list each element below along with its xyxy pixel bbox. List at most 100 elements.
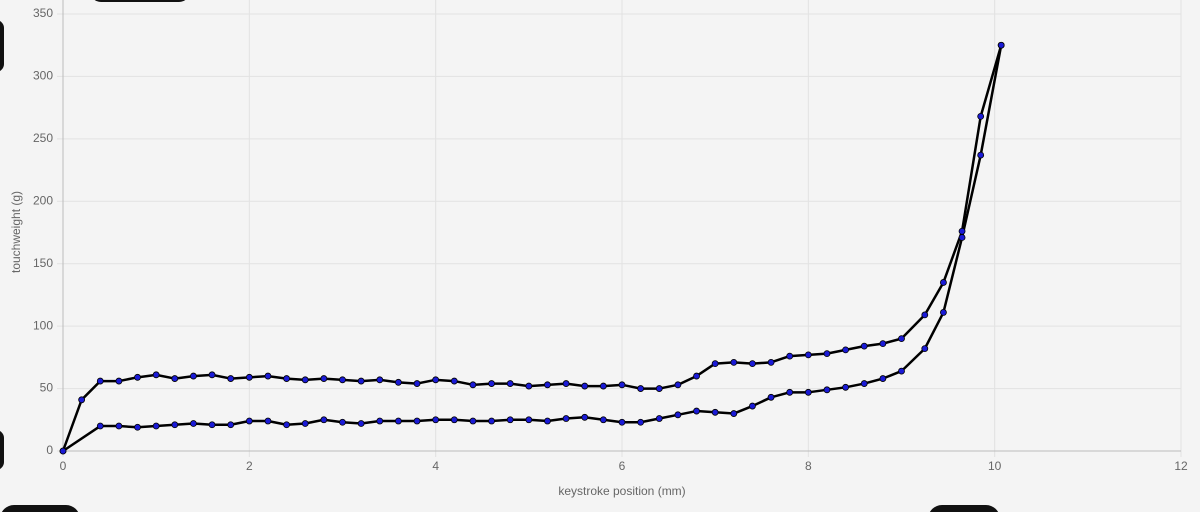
data-point bbox=[339, 376, 346, 384]
data-point bbox=[413, 417, 421, 425]
data-point bbox=[171, 375, 179, 382]
data-point bbox=[394, 417, 402, 425]
data-point bbox=[227, 421, 235, 429]
data-point bbox=[413, 380, 421, 387]
data-point bbox=[842, 383, 849, 391]
data-point bbox=[749, 360, 756, 368]
x-tick-label: 0 bbox=[60, 459, 67, 473]
data-point bbox=[823, 386, 831, 394]
data-point bbox=[711, 408, 719, 416]
data-point bbox=[804, 388, 812, 396]
data-point bbox=[525, 382, 533, 390]
data-point bbox=[581, 413, 589, 421]
data-point bbox=[394, 378, 402, 386]
series-line bbox=[62, 44, 1003, 453]
data-point bbox=[190, 420, 197, 427]
data-point bbox=[786, 388, 794, 396]
data-point bbox=[767, 358, 775, 366]
data-point bbox=[693, 372, 700, 380]
data-point bbox=[190, 372, 197, 380]
data-point bbox=[115, 377, 123, 385]
data-point bbox=[264, 372, 272, 380]
data-point bbox=[152, 371, 160, 379]
ui-artifact bbox=[929, 505, 999, 512]
data-point bbox=[208, 371, 216, 379]
data-point bbox=[958, 227, 966, 235]
y-tick-label: 300 bbox=[33, 69, 53, 83]
data-point bbox=[301, 420, 309, 427]
data-point bbox=[637, 418, 645, 426]
data-point bbox=[674, 381, 682, 389]
data-point bbox=[618, 381, 626, 389]
data-point bbox=[562, 415, 570, 422]
data-point bbox=[59, 447, 67, 455]
data-point bbox=[450, 377, 458, 385]
y-tick-label: 50 bbox=[40, 381, 54, 395]
data-point bbox=[78, 396, 86, 404]
data-point bbox=[786, 352, 794, 360]
data-point bbox=[711, 360, 719, 368]
y-tick-label: 150 bbox=[33, 256, 53, 270]
data-point bbox=[506, 380, 514, 387]
data-point bbox=[544, 381, 551, 389]
data-point bbox=[581, 382, 589, 390]
data-point bbox=[637, 385, 645, 392]
x-tick-label: 10 bbox=[988, 459, 1002, 473]
data-point bbox=[488, 380, 495, 387]
x-tick-label: 8 bbox=[805, 459, 812, 473]
x-axis-label: keystroke position (mm) bbox=[558, 484, 685, 498]
data-point bbox=[376, 417, 384, 425]
plot bbox=[59, 41, 1005, 455]
ui-artifact bbox=[94, 0, 186, 2]
y-tick-label: 200 bbox=[33, 193, 53, 207]
x-tick-label: 6 bbox=[619, 459, 626, 473]
data-point bbox=[245, 373, 253, 381]
data-point bbox=[940, 279, 947, 286]
y-axis-label: touchweight (g) bbox=[9, 191, 23, 273]
y-tick-label: 250 bbox=[33, 131, 53, 145]
data-point bbox=[301, 376, 309, 384]
data-point bbox=[749, 402, 756, 410]
data-point bbox=[562, 380, 570, 387]
data-point bbox=[357, 377, 365, 385]
data-point bbox=[376, 376, 384, 384]
data-point bbox=[804, 351, 812, 359]
data-point bbox=[599, 416, 607, 424]
data-point bbox=[320, 375, 328, 382]
data-point bbox=[655, 385, 663, 392]
data-point bbox=[730, 358, 738, 366]
data-point bbox=[357, 420, 365, 427]
data-point bbox=[115, 422, 123, 430]
ui-artifact bbox=[0, 21, 4, 71]
data-point bbox=[339, 418, 346, 426]
data-point bbox=[134, 373, 141, 381]
y-tick-label: 350 bbox=[33, 6, 53, 20]
data-point bbox=[674, 411, 682, 419]
ui-artifact bbox=[1, 505, 79, 512]
y-tick-label: 0 bbox=[46, 443, 53, 457]
data-point bbox=[860, 380, 868, 387]
data-point bbox=[977, 151, 985, 159]
data-point bbox=[171, 421, 179, 429]
series-line bbox=[61, 44, 1003, 452]
data-point bbox=[767, 393, 775, 401]
y-tick-label: 100 bbox=[33, 318, 53, 332]
data-point bbox=[958, 234, 966, 241]
data-point bbox=[245, 417, 253, 425]
data-point bbox=[506, 416, 514, 424]
data-point bbox=[898, 367, 905, 375]
data-point bbox=[283, 375, 291, 382]
data-point bbox=[432, 376, 440, 384]
data-point bbox=[879, 375, 887, 382]
data-point bbox=[525, 416, 533, 424]
data-point bbox=[618, 418, 626, 426]
grid: 0 50 100 150 200 250 300 350 0 2 4 6 8 10 12 bbox=[33, 0, 1188, 473]
data-point bbox=[940, 309, 947, 316]
x-tick-label: 2 bbox=[246, 459, 253, 473]
data-point bbox=[96, 422, 104, 430]
data-point bbox=[730, 410, 738, 417]
data-point bbox=[693, 407, 700, 415]
data-point bbox=[469, 417, 477, 425]
data-point bbox=[432, 416, 440, 424]
